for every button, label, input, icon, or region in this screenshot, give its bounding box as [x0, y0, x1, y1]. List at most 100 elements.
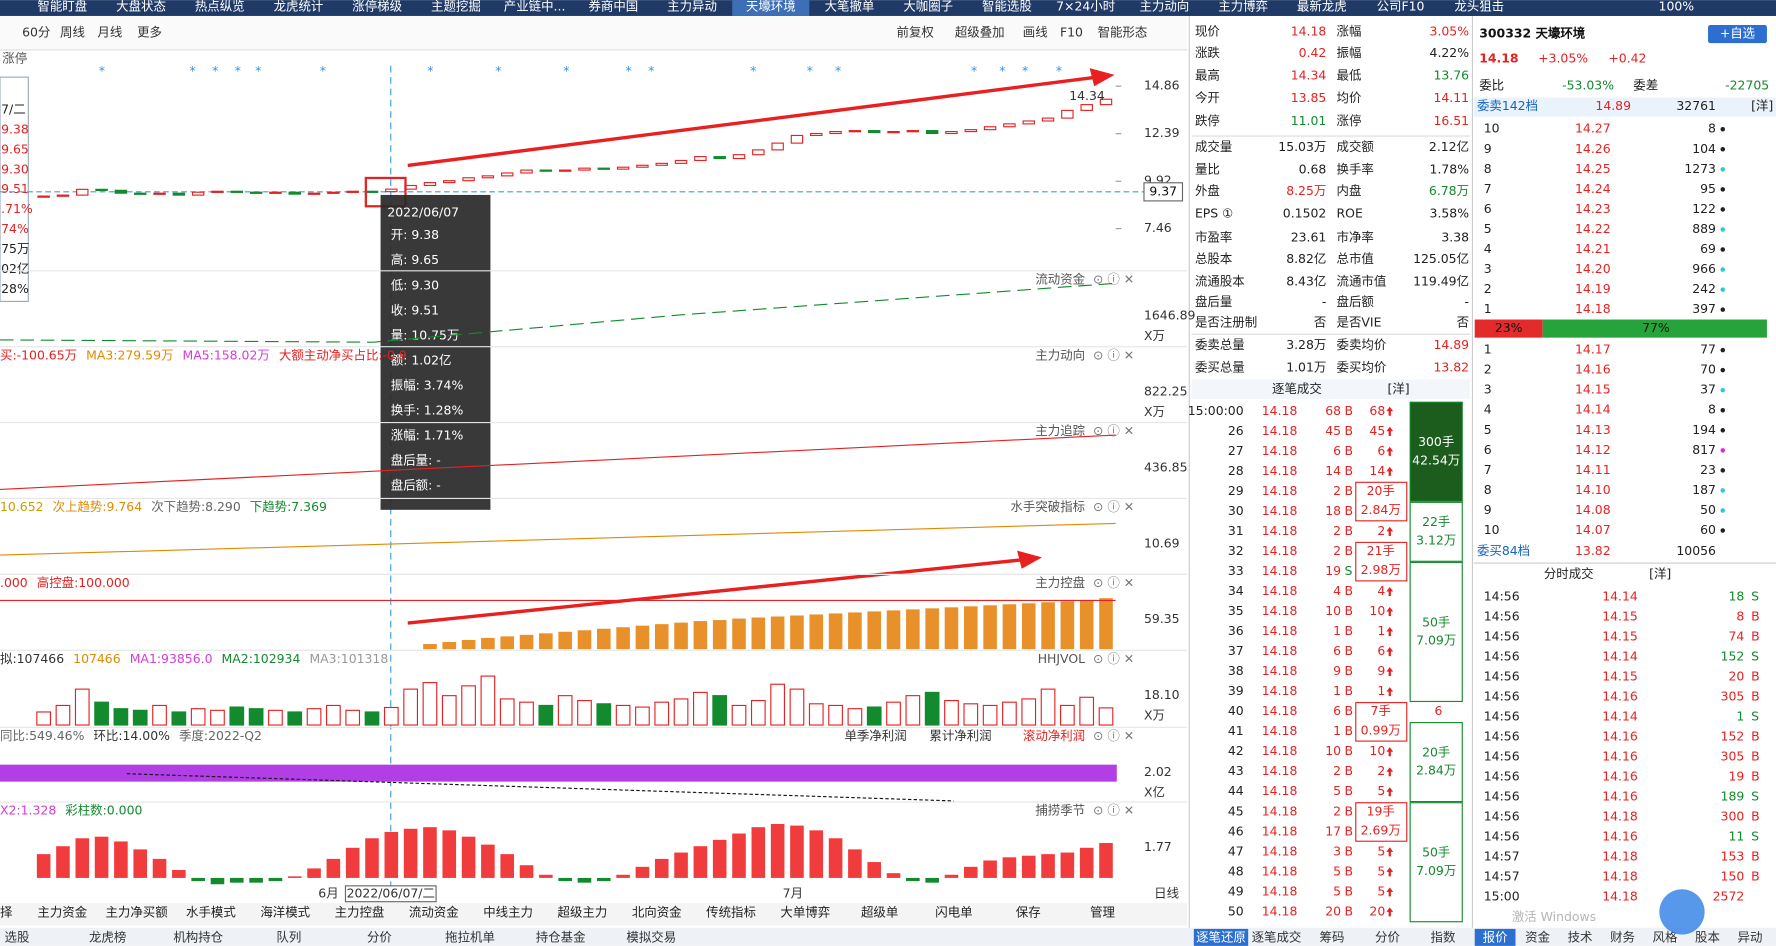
- level-volume: 187: [1692, 482, 1716, 497]
- trade-volume: 305: [1721, 689, 1745, 704]
- tick-time: 44: [1228, 783, 1244, 798]
- toolbar-item: 周线: [60, 24, 85, 39]
- quote-label: 是否VIE: [1337, 314, 1382, 329]
- season-bar: [191, 877, 205, 882]
- tick-time: 45: [1228, 803, 1244, 818]
- control-bar: [944, 607, 959, 650]
- trade-side: S: [1751, 649, 1759, 664]
- mini-value: 74%: [1, 221, 29, 236]
- panel-title: 捕捞季节: [1035, 803, 1085, 818]
- quote-label: 委买总量: [1195, 360, 1245, 375]
- volume-bar: [403, 688, 418, 726]
- control-bar: [751, 617, 766, 650]
- volume-bar: [1079, 696, 1095, 726]
- control-bar: [1099, 598, 1113, 650]
- tick-time: 36: [1228, 623, 1244, 638]
- trade-time: 14:56: [1484, 709, 1520, 724]
- tick-volume: 20: [1325, 903, 1341, 918]
- price-badge: [1143, 182, 1184, 202]
- date-label: 日线: [1154, 885, 1179, 900]
- tick-side: B: [1344, 583, 1353, 598]
- toolbar-item: 60分: [22, 24, 50, 39]
- quote-value: 14.18: [1291, 23, 1327, 38]
- legend-text: 买:-100.65万: [0, 347, 77, 362]
- panel-title: 主力追踪: [1035, 423, 1085, 438]
- panel-icons: ⊙ ⓘ ✕: [1093, 651, 1134, 666]
- indicator-tab: 择: [0, 905, 13, 920]
- block-box: [1355, 702, 1408, 742]
- mini-value: 9.51: [1, 181, 29, 196]
- tick-arrow-volume: 20: [1369, 903, 1385, 918]
- toolbar-item: 前复权: [897, 24, 935, 39]
- candle: [578, 167, 591, 171]
- level-price: 14.13: [1575, 422, 1611, 437]
- control-bar: [577, 630, 592, 650]
- season-bar: [345, 847, 360, 878]
- quote-value: 14.89: [1433, 337, 1469, 352]
- quote-value: 15.03万: [1278, 139, 1326, 154]
- group-volume: 22手: [1422, 514, 1450, 529]
- group-volume: 50手: [1422, 845, 1450, 860]
- bid-total: 10056: [1676, 543, 1716, 558]
- season-bar: [229, 877, 244, 883]
- candle: [655, 162, 668, 166]
- control-bar: [828, 613, 843, 650]
- ticks-header: [1191, 379, 1471, 399]
- quote-label: 委卖总量: [1195, 337, 1245, 352]
- level-dot: [1720, 126, 1726, 132]
- level: 1: [1484, 342, 1492, 357]
- season-bar: [307, 868, 321, 878]
- tick-side: B: [1344, 463, 1353, 478]
- trade-volume: 11: [1728, 829, 1744, 844]
- up-arrow: [1386, 606, 1394, 617]
- season-bar: [36, 854, 51, 878]
- legend-text: 拟:107466: [0, 651, 64, 666]
- indicator-tab: 海洋模式: [260, 905, 310, 920]
- mini-value: 9.38: [1, 121, 29, 136]
- control-bar: [1021, 603, 1036, 650]
- block-box: [1355, 802, 1408, 842]
- level-volume: 966: [1692, 261, 1716, 276]
- block-volume: 7手: [1371, 703, 1391, 718]
- status-item: 拖拉机单: [445, 929, 495, 944]
- trade-side: B: [1751, 869, 1760, 884]
- candle: [1041, 117, 1055, 122]
- trade-time: 14:56: [1484, 729, 1520, 744]
- control-bar: [1041, 602, 1055, 650]
- indicator-tab: 北向资金: [632, 905, 682, 920]
- level: 2: [1484, 362, 1492, 377]
- nav-tab: 龙头狙击: [1454, 0, 1504, 13]
- block-volume: 20手: [1367, 483, 1395, 498]
- tick-time: 40: [1228, 703, 1244, 718]
- indicator-tab: 超级主力: [558, 905, 608, 920]
- block-amount: 2.69万: [1361, 823, 1401, 838]
- trade-price: 14.16: [1602, 789, 1638, 804]
- toolbar-item: 超级叠加: [955, 24, 1005, 39]
- level-dot: [1720, 488, 1726, 493]
- tick-price: 14.18: [1262, 583, 1298, 598]
- axis-label: 18.10: [1144, 687, 1180, 702]
- quote-value: -: [1465, 294, 1470, 309]
- level-volume: 397: [1692, 301, 1716, 316]
- group-volume: 20手: [1422, 745, 1450, 760]
- level-price: 14.21: [1575, 241, 1611, 256]
- indicator-bar: [0, 902, 1188, 926]
- candle: [385, 188, 398, 193]
- candle: [1003, 123, 1016, 128]
- candle: [925, 130, 939, 135]
- season-bar: [925, 877, 939, 883]
- marker-star: *: [835, 63, 841, 78]
- up-arrow: [1386, 627, 1394, 637]
- volume-bar: [519, 701, 534, 726]
- candle: [346, 190, 359, 193]
- season-bar: [848, 849, 862, 878]
- season-bar: [674, 852, 688, 878]
- panel-icons: ⊙ ⓘ ✕: [1093, 575, 1134, 590]
- legend-text: 次上趋势:9.764: [53, 499, 143, 514]
- trade-price: 14.16: [1602, 729, 1638, 744]
- season-bar: [1002, 857, 1017, 878]
- tick-time: 49: [1228, 883, 1244, 898]
- legend-text: .000: [0, 575, 28, 590]
- candle: [945, 131, 958, 135]
- season-bar: [442, 830, 457, 878]
